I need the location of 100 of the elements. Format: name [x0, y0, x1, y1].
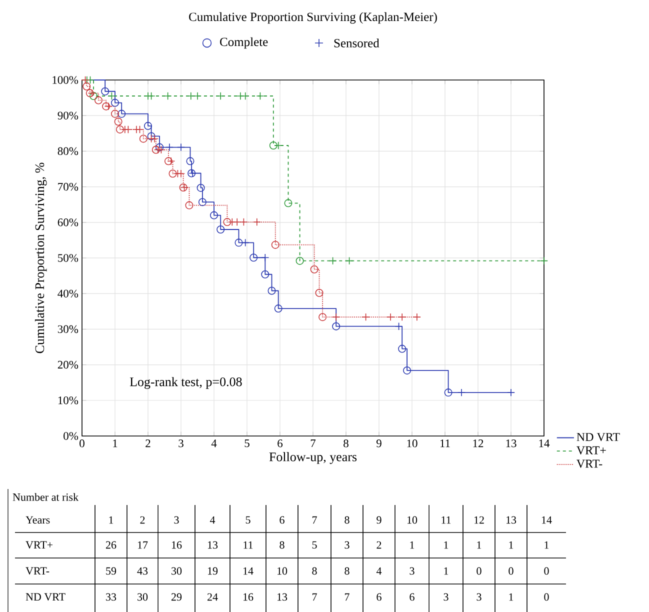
x-tick-label: 13 [506, 440, 516, 448]
text: 6 [410, 593, 414, 601]
text: Years [26, 516, 50, 524]
point [185, 201, 194, 210]
y-tick-label: 80% [58, 147, 78, 156]
text: 14 [542, 516, 552, 524]
chart-title: Cumulative Proportion Surviving (Kaplan-Meier) [189, 12, 437, 24]
point [118, 110, 126, 118]
point [268, 286, 276, 295]
point [86, 89, 94, 98]
point [318, 313, 327, 322]
text: 1 [509, 593, 514, 601]
x-tick-label: 2 [146, 440, 150, 448]
text: 6 [376, 593, 382, 601]
text: 0 [476, 567, 482, 575]
annotation: Log-rank test, p=0.08 [130, 377, 242, 389]
text: 1 [444, 541, 448, 549]
text: 7 [344, 593, 350, 601]
legend-label: ND VRT [576, 433, 620, 442]
point [94, 96, 102, 104]
point [274, 304, 282, 313]
y-tick-label: 50% [58, 254, 78, 262]
x-tick-label: 11 [440, 440, 450, 448]
legend-label: VRT+ [576, 446, 606, 454]
point [186, 157, 194, 166]
text: 9 [376, 516, 382, 524]
x-tick-label: 3 [178, 440, 184, 448]
point [284, 199, 292, 208]
x-tick-label: 12 [473, 440, 484, 448]
text: 1 [109, 516, 114, 524]
text: 7 [312, 593, 317, 601]
text: 4 [376, 567, 382, 575]
y-tick-label: 70% [58, 182, 78, 191]
point [540, 256, 548, 265]
x-tick-label: 9 [376, 440, 382, 448]
text: 2 [140, 516, 145, 524]
text: Sensored [334, 38, 380, 48]
text: 3 [344, 541, 350, 549]
y-axis-title: Cumulative Proportion Surviving, % [34, 162, 47, 354]
text: 43 [137, 567, 148, 575]
y-tick-label: 40% [58, 290, 78, 298]
text: 1 [544, 541, 549, 549]
point [403, 366, 412, 374]
point [296, 256, 304, 265]
text: VRT+ [26, 541, 53, 549]
point [345, 256, 354, 265]
text: Number at risk [12, 493, 79, 501]
x-tick-label: 6 [278, 440, 283, 448]
text: 1 [410, 541, 414, 549]
x-tick-label: 4 [211, 440, 217, 448]
x-axis-title: Follow-up, years [269, 452, 357, 464]
point [136, 125, 144, 134]
text: VRT- [26, 567, 50, 575]
text: 3 [444, 593, 448, 601]
text: 8 [344, 567, 350, 575]
point [271, 240, 280, 249]
text: 26 [106, 541, 116, 549]
text: 33 [106, 593, 116, 601]
text: 11 [244, 541, 253, 549]
point [111, 110, 119, 118]
point [102, 102, 110, 110]
text: 12 [474, 516, 484, 524]
text: 13 [506, 516, 516, 524]
point [444, 388, 452, 397]
y-tick-label: 20% [58, 360, 78, 369]
text: 7 [312, 516, 317, 524]
text: 13 [277, 593, 288, 601]
text: 16 [172, 541, 182, 549]
x-tick-label: 5 [244, 440, 250, 448]
point [315, 288, 324, 297]
text: Complete [220, 37, 268, 49]
text: 4 [210, 516, 216, 524]
text: 19 [208, 567, 218, 575]
point [240, 218, 248, 226]
legend-label: VRT- [576, 460, 602, 468]
text: 10 [407, 516, 418, 524]
point [82, 82, 91, 90]
text: 0 [508, 567, 514, 575]
x-tick-label: 7 [310, 440, 316, 448]
text: 30 [138, 593, 148, 601]
point [111, 98, 119, 107]
point [144, 122, 152, 130]
point [261, 270, 270, 278]
y-tick-label: 100% [52, 76, 78, 84]
point [328, 256, 337, 265]
text: 3 [174, 516, 179, 524]
text: 3 [410, 567, 414, 575]
text: 16 [243, 593, 254, 601]
text: 17 [138, 541, 148, 549]
text: 0 [544, 567, 549, 575]
text: ND VRT [26, 593, 66, 601]
point [147, 132, 156, 140]
text: 10 [277, 567, 288, 575]
text: 24 [207, 593, 218, 601]
text: 2 [376, 541, 382, 549]
x-tick-label: 0 [80, 440, 84, 448]
text: 8 [344, 516, 350, 524]
text: 30 [172, 567, 182, 575]
y-tick-label: 60% [58, 218, 78, 226]
point [210, 211, 218, 220]
